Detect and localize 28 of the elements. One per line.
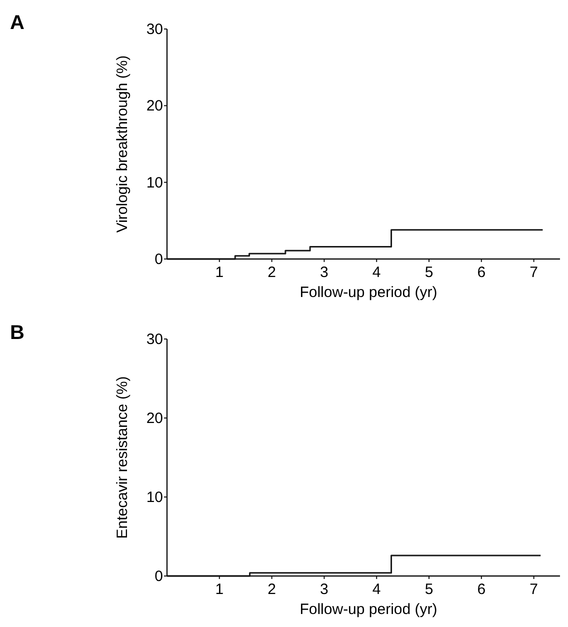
x-tick-label: 6 bbox=[477, 264, 486, 281]
x-axis-title: Follow-up period (yr) bbox=[300, 601, 438, 618]
y-axis-title: Virologic breakthrough (%) bbox=[114, 55, 131, 233]
y-tick-label: 30 bbox=[146, 21, 163, 38]
text: A bbox=[10, 12, 24, 34]
x-tick-label: 2 bbox=[268, 581, 276, 598]
x-tick-label: 1 bbox=[215, 264, 224, 281]
x-tick-label: 6 bbox=[477, 581, 486, 598]
y-tick-label: 10 bbox=[146, 489, 163, 506]
y-tick-label: 20 bbox=[146, 410, 163, 427]
x-axis-title: Follow-up period (yr) bbox=[300, 284, 438, 301]
x-tick-label: 5 bbox=[424, 264, 434, 281]
x-tick-label: 2 bbox=[268, 264, 276, 281]
x-tick-label: 4 bbox=[372, 264, 381, 281]
y-tick-label: 20 bbox=[146, 98, 163, 115]
y-axis-title: Entecavir resistance (%) bbox=[114, 376, 131, 539]
y-tick-label: 0 bbox=[154, 568, 163, 585]
x-tick-label: 3 bbox=[320, 264, 328, 281]
y-tick-label: 10 bbox=[146, 174, 163, 192]
x-tick-label: 1 bbox=[215, 581, 224, 598]
x-tick-label: 4 bbox=[372, 581, 381, 598]
text: B bbox=[10, 322, 24, 344]
y-tick-label: 30 bbox=[146, 331, 163, 348]
x-tick-label: 7 bbox=[530, 581, 538, 598]
x-tick-label: 7 bbox=[530, 264, 538, 281]
y-tick-label: 0 bbox=[154, 251, 163, 268]
x-tick-label: 3 bbox=[320, 581, 328, 598]
x-tick-label: 5 bbox=[424, 581, 434, 598]
